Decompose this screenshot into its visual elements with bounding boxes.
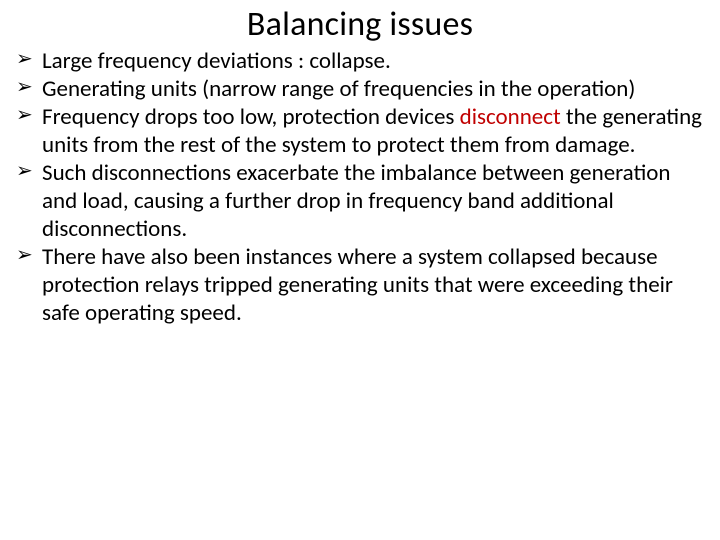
bullet-item: Generating units (narrow range of freque…	[16, 75, 704, 103]
slide: Balancing issues Large frequency deviati…	[0, 0, 720, 540]
slide-title: Balancing issues	[16, 4, 704, 45]
bullet-highlight: disconnect	[460, 103, 561, 131]
bullet-text: Frequency drops too low, protection devi…	[42, 103, 460, 131]
bullet-item: Such disconnections exacerbate the imbal…	[16, 159, 704, 243]
bullet-text: Large frequency deviations : collapse.	[42, 47, 391, 75]
bullet-item: There have also been instances where a s…	[16, 243, 704, 327]
bullet-item: Frequency drops too low, protection devi…	[16, 103, 704, 159]
bullet-text: There have also been instances where a s…	[42, 243, 673, 327]
bullet-text: Generating units (narrow range of freque…	[42, 75, 635, 103]
bullet-list: Large frequency deviations : collapse. G…	[16, 47, 704, 327]
bullet-item: Large frequency deviations : collapse.	[16, 47, 704, 75]
bullet-text: Such disconnections exacerbate the imbal…	[42, 159, 671, 243]
